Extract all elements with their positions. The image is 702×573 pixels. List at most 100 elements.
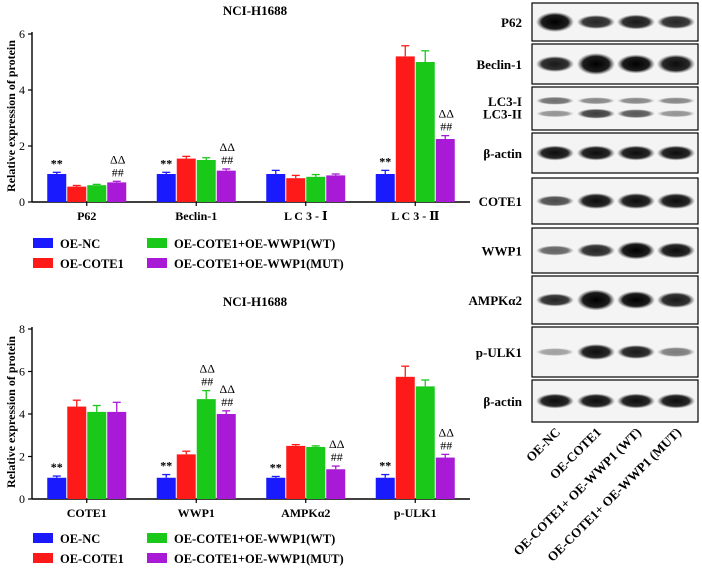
blot-lane-label: OE-NC (523, 425, 563, 465)
top-significance-mark: ** (51, 156, 63, 170)
bottom-bar (216, 414, 236, 499)
bottom-category-label: AMPKα2 (281, 506, 330, 520)
top-bar (306, 176, 326, 202)
top-bar (47, 174, 67, 202)
bottom-y-tick-label: 2 (19, 450, 25, 464)
bottom-bar (87, 411, 107, 499)
top-bar (415, 62, 435, 202)
chart-top-legend: OE-NC OE-COTE1 OE-COTE1+OE-WWP1(WT) OE-COTE… (33, 237, 344, 271)
top-legend-swatch (147, 258, 167, 268)
top-significance-mark: ** (379, 154, 391, 168)
blot-row-label: LC3-I (488, 94, 522, 109)
blot-band (657, 145, 695, 161)
blot-band (617, 193, 655, 209)
blot-row-label: p-ULK1 (476, 345, 522, 360)
blot-band (617, 345, 655, 359)
top-bar (107, 182, 127, 202)
bottom-significance-mark: ** (160, 459, 172, 473)
blot-band (536, 245, 574, 256)
top-bar (87, 185, 107, 202)
bottom-bar (395, 376, 415, 499)
bottom-significance-mark: ** (51, 460, 63, 474)
top-significance-mark: ΔΔ (110, 152, 126, 166)
top-significance-mark: ## (221, 153, 233, 167)
top-legend-label: OE-NC (60, 237, 100, 251)
blot-row-label: COTE1 (479, 194, 522, 209)
blot-band (617, 54, 655, 74)
top-bar (196, 160, 216, 202)
blot-band (577, 53, 615, 75)
bottom-legend-swatch (147, 553, 167, 563)
top-category-label: P62 (77, 209, 96, 223)
top-legend-swatch (33, 238, 53, 248)
bottom-bar (196, 399, 216, 499)
blot-band (617, 97, 655, 105)
blot-band (657, 393, 695, 409)
bottom-bar (435, 457, 455, 499)
bottom-significance-mark: ## (221, 395, 233, 409)
top-category-label: L C 3 - Ⅱ (391, 209, 439, 223)
top-significance-mark: ## (440, 120, 452, 134)
top-y-tick-label: 2 (19, 139, 25, 153)
blot-band (657, 54, 695, 74)
chart-bottom-title: NCI-H1688 (223, 294, 288, 309)
bottom-y-tick-label: 4 (19, 407, 25, 421)
blot-row-label: β-actin (483, 394, 522, 409)
bottom-significance-mark: ** (379, 459, 391, 473)
chart-top-ylabel: Relative expression of protein (4, 40, 18, 192)
bottom-bar (67, 406, 87, 499)
blot-band (536, 145, 574, 161)
bottom-y-tick-label: 0 (19, 492, 25, 506)
bottom-bar (176, 454, 196, 499)
top-bar (375, 174, 395, 202)
blot-band (536, 12, 574, 32)
top-significance-mark: ## (112, 165, 124, 179)
blot-row-label: LC3-II (483, 107, 522, 122)
bottom-significance-mark: ΔΔ (200, 362, 216, 376)
blot-band (536, 56, 574, 72)
blot-band (536, 293, 574, 307)
bottom-bar (375, 477, 395, 499)
top-bar (266, 174, 286, 202)
bottom-bar (306, 446, 326, 499)
chart-bottom-marks: 02468COTE1**WWP1**ΔΔ##ΔΔ##AMPKα2**ΔΔ##p-… (19, 322, 470, 520)
top-bar (395, 56, 415, 203)
blot-band (577, 15, 615, 29)
top-category-label: Beclin-1 (175, 209, 217, 223)
bottom-category-label: WWP1 (178, 506, 215, 520)
top-significance-mark: ΔΔ (220, 140, 236, 154)
top-legend-label: OE-COTE1 (60, 257, 124, 271)
blot-band (617, 291, 655, 309)
blot-band (536, 348, 574, 356)
blot-band (577, 97, 615, 105)
top-significance-mark: ** (160, 156, 172, 170)
chart-top-title: NCI-H1688 (223, 3, 288, 18)
blot-band (617, 241, 655, 260)
blot-row-label: Beclin-1 (477, 57, 523, 72)
blot-band (536, 393, 574, 409)
top-y-tick-label: 4 (19, 83, 25, 97)
blot-band (577, 145, 615, 161)
blot-band (577, 289, 615, 311)
blot-band (657, 292, 695, 308)
bottom-y-tick-label: 6 (19, 365, 25, 379)
bottom-legend-label: OE-COTE1 (60, 552, 124, 566)
blot-band (577, 193, 615, 209)
blot-band (657, 15, 695, 29)
top-bar (216, 170, 236, 202)
bottom-legend-swatch (33, 553, 53, 563)
bottom-bar (286, 445, 306, 499)
top-bar (156, 174, 176, 202)
top-y-tick-label: 0 (19, 195, 25, 209)
top-category-label: L C 3 - Ⅰ (284, 209, 328, 223)
blot-panel-box (531, 86, 699, 131)
top-legend-label: OE-COTE1+OE-WWP1(WT) (174, 237, 335, 251)
blot-band (617, 14, 655, 30)
blot-band (577, 344, 615, 360)
top-legend-swatch (33, 258, 53, 268)
bottom-bar (156, 477, 176, 499)
chart-bottom: NCI-H1688 Relative expression of protein… (4, 294, 470, 566)
top-significance-mark: ΔΔ (439, 107, 455, 121)
top-legend-swatch (147, 238, 167, 248)
bottom-legend-label: OE-COTE1+OE-WWP1(WT) (174, 532, 335, 546)
